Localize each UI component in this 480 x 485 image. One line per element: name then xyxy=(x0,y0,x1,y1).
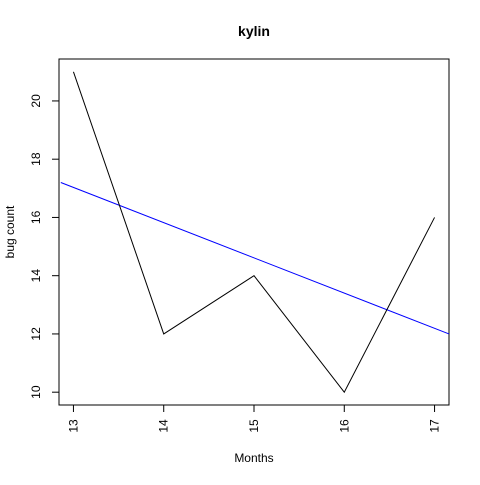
y-axis: 10 12 14 16 18 20 xyxy=(29,94,59,399)
x-tick-label: 16 xyxy=(337,419,351,433)
y-tick-label: 16 xyxy=(29,210,43,224)
series-line xyxy=(73,72,434,392)
x-tick-label: 14 xyxy=(157,419,171,433)
x-axis-label: Months xyxy=(234,451,273,465)
chart-title: kylin xyxy=(238,23,270,39)
y-tick-label: 14 xyxy=(29,269,43,283)
x-axis: 13 14 15 16 17 xyxy=(66,405,441,433)
x-tick-label: 17 xyxy=(428,419,442,433)
x-tick-label: 13 xyxy=(66,419,80,433)
y-tick-label: 20 xyxy=(29,94,43,108)
series-layer xyxy=(73,72,434,392)
plot-frame xyxy=(59,59,449,405)
y-axis-label: bug count xyxy=(3,205,17,258)
y-tick-label: 12 xyxy=(29,327,43,341)
y-tick-label: 18 xyxy=(29,152,43,166)
y-tick-label: 10 xyxy=(29,385,43,399)
x-tick-label: 15 xyxy=(247,419,261,433)
